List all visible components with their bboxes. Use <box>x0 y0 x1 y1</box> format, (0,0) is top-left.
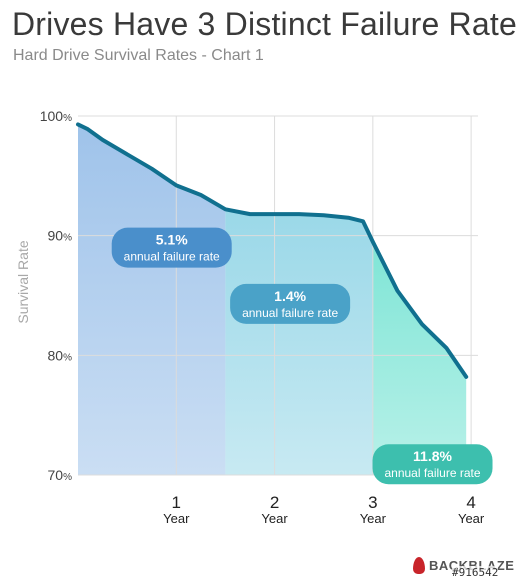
rate-caption: annual failure rate <box>384 466 480 480</box>
y-tick-label: 70% <box>48 467 73 483</box>
chart-subtitle: Hard Drive Survival Rates - Chart 1 <box>13 47 264 64</box>
rate-pill-3 <box>372 444 493 485</box>
rate-pill-1 <box>111 227 232 268</box>
x-tick-number: 4 <box>466 493 475 512</box>
rate-value: 11.8% <box>413 448 452 464</box>
rate-value: 1.4% <box>274 288 306 304</box>
rate-caption: annual failure rate <box>124 250 220 264</box>
survival-line <box>76 122 469 379</box>
chart-title: Drives Have 3 Distinct Failure Rates <box>12 6 517 42</box>
x-tick-number: 3 <box>368 493 377 512</box>
survival-line-group <box>76 122 469 379</box>
rate-labels: 5.1% annual failure rate 1.4% annual failur… <box>111 227 493 485</box>
y-tick-label: 90% <box>48 228 73 244</box>
y-axis-label: Survival Rate <box>15 240 31 323</box>
x-tick-unit: Year <box>261 511 288 526</box>
rate-value: 5.1% <box>156 232 188 248</box>
y-tick-label: 100% <box>40 108 72 124</box>
x-tick-number: 1 <box>172 493 181 512</box>
watermark: #916542 <box>452 566 499 579</box>
flame-icon <box>413 557 425 574</box>
x-tick-unit: Year <box>458 511 485 526</box>
phase-area-2 <box>225 209 373 476</box>
y-tick-label: 80% <box>48 347 73 363</box>
rate-pill-2 <box>230 283 351 324</box>
phase-area-1 <box>78 124 226 476</box>
x-tick-unit: Year <box>163 511 190 526</box>
x-tick-number: 2 <box>270 493 279 512</box>
phase-area-3 <box>372 241 467 475</box>
rate-caption: annual failure rate <box>242 306 338 320</box>
x-tick-unit: Year <box>360 511 387 526</box>
phase-areas <box>78 124 467 476</box>
